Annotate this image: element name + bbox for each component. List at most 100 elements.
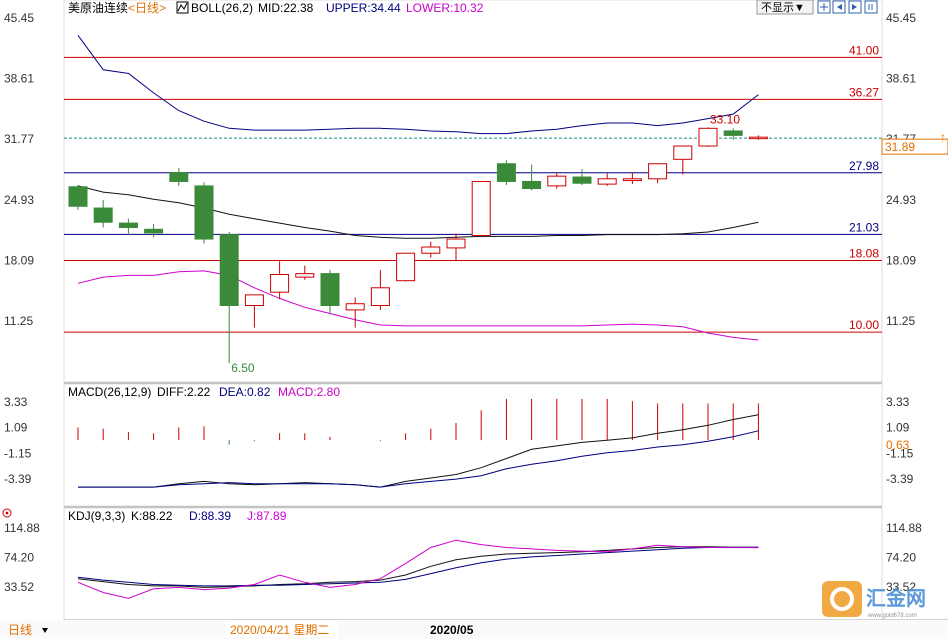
candle-body — [597, 178, 617, 185]
candle-body — [648, 163, 668, 180]
settings-icon[interactable] — [2, 508, 12, 518]
kdj-tick-right: 74.20 — [886, 551, 916, 565]
boll-toggle-icon[interactable] — [176, 1, 189, 14]
boll-mid-line — [77, 185, 759, 239]
price-tick-right: 11.25 — [886, 314, 915, 328]
price-tick-left: 11.25 — [4, 314, 33, 328]
zoom-out-icon[interactable] — [864, 0, 878, 14]
level-label: 18.08 — [849, 246, 879, 260]
boll-upper-line — [77, 35, 759, 135]
candle-body — [345, 303, 365, 311]
candle-body — [622, 178, 642, 182]
candle-body — [522, 180, 542, 190]
kdj-d-line — [77, 546, 759, 587]
period-tab[interactable]: 日线 — [8, 623, 32, 637]
kdj-k-value: K:88.22 — [131, 509, 173, 523]
macd-last-value: 0.63 — [886, 438, 910, 452]
candle-body — [144, 228, 164, 234]
macd-tick-right: 1.09 — [886, 421, 910, 435]
price-tick-right: 18.09 — [886, 253, 916, 267]
candle-body — [698, 127, 718, 147]
price-tick-left: 24.93 — [4, 193, 34, 207]
kdj-tick-right: 33.52 — [886, 580, 916, 594]
cursor-date: 2020/04/21 星期二 — [230, 623, 329, 637]
candle-body — [295, 273, 315, 278]
candle-body — [547, 175, 567, 187]
level-label: 21.03 — [849, 220, 879, 234]
high-marker: 33.10 — [710, 112, 740, 126]
low-marker: 6.50 — [231, 361, 255, 375]
candle-body — [270, 273, 290, 293]
candle-body — [68, 186, 88, 207]
kdj-tick-right: 114.88 — [886, 521, 922, 535]
candle-body — [446, 238, 466, 249]
kdj-j-value: J:87.89 — [247, 509, 287, 523]
last-price-value: 31.89 — [885, 140, 915, 154]
candle-body — [496, 163, 516, 182]
price-pane — [63, 0, 883, 383]
boll-mid-value: MID:22.38 — [258, 1, 314, 15]
period-label[interactable]: <日线> — [128, 1, 166, 15]
kdj-tick-left: 33.52 — [4, 580, 34, 594]
candle-body — [673, 145, 693, 160]
candle-body — [370, 287, 390, 306]
boll-lower-line — [77, 270, 759, 341]
macd-dea-line — [78, 430, 759, 488]
candle-body — [723, 130, 743, 136]
price-tick-right: 24.93 — [886, 193, 916, 207]
hide-indicator-button[interactable] — [756, 0, 814, 15]
kdj-k-line — [77, 546, 759, 588]
macd-label: MACD(26,12,9) — [68, 385, 151, 399]
candle-body — [396, 252, 416, 282]
kdj-d-value: D:88.39 — [189, 509, 231, 523]
boll-lower-value: LOWER:10.32 — [406, 1, 484, 15]
macd-tick-left: 1.09 — [4, 421, 28, 435]
cursor-date-box — [226, 621, 338, 637]
boll-label: BOLL(26,2) — [191, 1, 253, 15]
macd-diff-line — [78, 414, 759, 488]
candle-body — [219, 234, 239, 306]
macd-pane — [63, 383, 883, 507]
price-tick-left: 45.45 — [4, 11, 34, 25]
candle-body — [169, 172, 189, 182]
kdj-tick-left: 74.20 — [4, 551, 34, 565]
logo-text: 汇金网 — [866, 586, 926, 610]
zoom-in-icon[interactable] — [817, 0, 831, 14]
macd-value: MACD:2.80 — [278, 385, 340, 399]
price-tick-left: 31.77 — [4, 132, 34, 146]
boll-upper-value: UPPER:34.44 — [326, 1, 401, 15]
macd-tick-right: 3.33 — [886, 395, 910, 409]
price-arrow-icon: ↑ — [940, 130, 946, 144]
candle-body — [572, 176, 592, 184]
level-label: 36.27 — [849, 85, 879, 99]
level-label: 41.00 — [849, 43, 879, 57]
scroll-right-icon[interactable] — [848, 0, 862, 14]
hide-indicator-label: 不显示▼ — [761, 1, 805, 14]
price-tick-left: 38.61 — [4, 72, 34, 86]
logo-url: www.gold678.com — [867, 613, 917, 619]
macd-tick-left: -3.39 — [4, 472, 32, 486]
kdj-tick-left: 114.88 — [4, 521, 40, 535]
logo: 汇金网 www.gold678.com — [822, 581, 926, 619]
level-label: 10.00 — [849, 318, 879, 332]
kdj-j-line — [77, 539, 759, 599]
candle-body — [93, 207, 113, 223]
bottom-bar — [0, 620, 948, 639]
macd-tick-left: 3.33 — [4, 395, 28, 409]
month-label: 2020/05 — [430, 623, 474, 637]
macd-tick-right: -3.39 — [886, 472, 914, 486]
macd-dea-value: DEA:0.82 — [219, 385, 271, 399]
candle-body — [244, 294, 264, 306]
price-tick-right: 38.61 — [886, 72, 916, 86]
candle-body — [748, 136, 768, 140]
candle-body — [421, 246, 441, 254]
level-label: 27.98 — [849, 159, 879, 173]
last-price-tag — [881, 138, 948, 155]
macd-diff-value: DIFF:2.22 — [157, 385, 211, 399]
candle-body — [194, 185, 214, 240]
kdj-label: KDJ(9,3,3) — [68, 509, 125, 523]
candle-body — [320, 273, 340, 306]
scroll-left-icon[interactable] — [832, 0, 846, 14]
macd-tick-right: -1.15 — [886, 446, 914, 460]
